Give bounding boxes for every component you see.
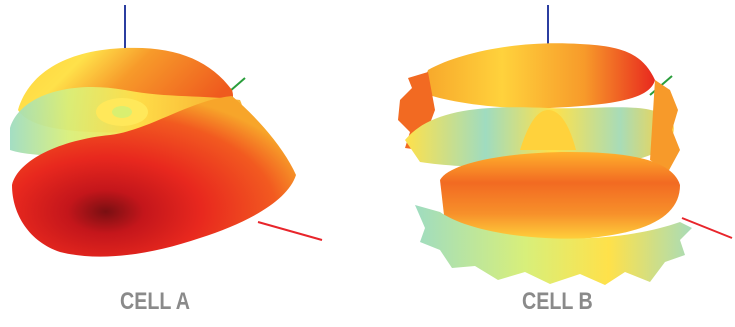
cell-b-panel: CELL B [380,0,735,327]
cell-b-3d-surface [398,5,733,285]
cell-a-panel: CELL A [0,0,340,327]
x-axis-line [257,221,323,241]
x-axis-line [681,217,733,239]
upper-lobe [420,43,655,109]
lower-band [440,152,680,240]
bottom-skirt [415,205,692,285]
cell-a-label: CELL A [120,288,190,315]
cell-a-3d-surface [10,5,323,257]
cell-b-label: CELL B [522,288,593,315]
lower-lobe [12,96,296,257]
center-bump [520,110,576,150]
